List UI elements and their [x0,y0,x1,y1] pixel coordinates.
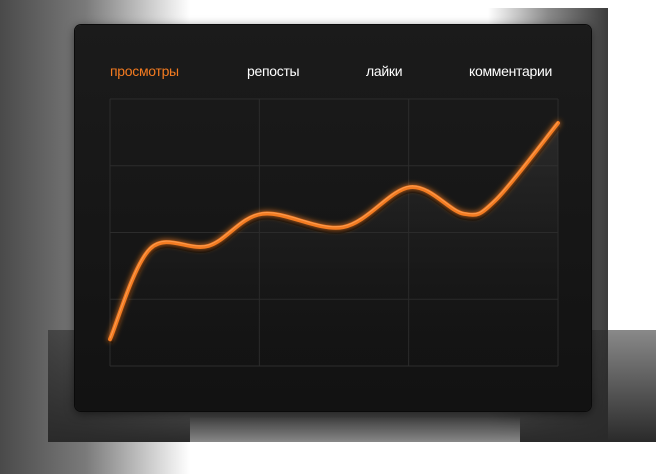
line-chart [107,98,561,367]
tab-likes[interactable]: лайки [366,63,403,79]
metric-tabs: просмотры репосты лайки комментарии [75,63,591,83]
tab-reposts[interactable]: репосты [247,63,300,79]
stats-panel: просмотры репосты лайки комментарии [75,25,591,411]
series-area-fill [110,123,558,366]
series-line [108,121,560,342]
tab-comments[interactable]: комментарии [469,63,553,79]
chart-area [110,123,558,366]
series-line-shadow [107,124,561,344]
series-line-highlight [109,121,559,339]
tab-views[interactable]: просмотры [110,63,179,79]
chart-series [107,121,561,344]
